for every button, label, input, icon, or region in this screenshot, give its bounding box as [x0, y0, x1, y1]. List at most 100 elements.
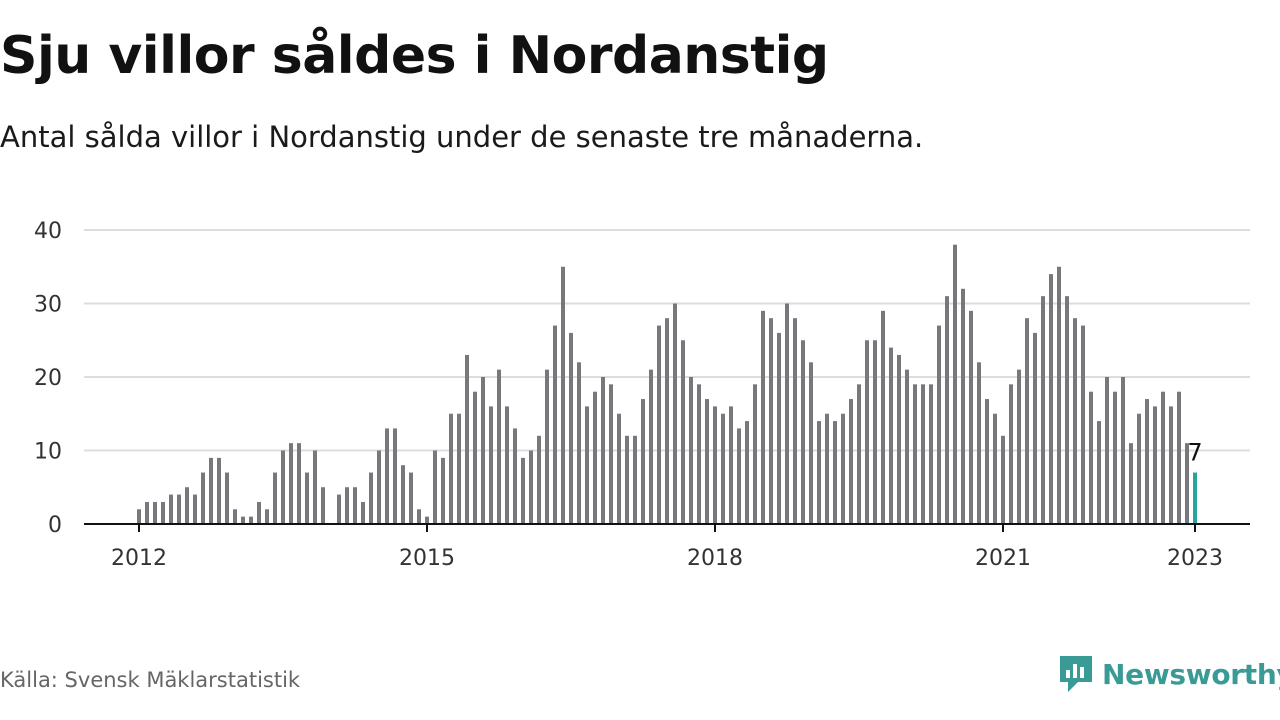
bar: [385, 428, 389, 524]
bar: [249, 516, 253, 524]
bar: [145, 501, 149, 524]
bar: [241, 516, 245, 524]
bar: [1105, 377, 1109, 524]
bar: [697, 384, 701, 524]
bar: [601, 377, 605, 524]
bar: [657, 325, 661, 524]
bar-chart: 0 10 20 30 40 2012 2015 2018 2021 2023 7: [34, 219, 1250, 571]
bar: [1145, 399, 1149, 524]
bar: [825, 413, 829, 524]
bar: [457, 413, 461, 524]
bar: [569, 332, 573, 524]
bar: [1129, 443, 1133, 524]
bar: [649, 369, 653, 524]
bar: [1025, 318, 1029, 524]
bar: [1089, 391, 1093, 524]
bar: [561, 266, 565, 524]
bar: [417, 509, 421, 524]
bar: [961, 288, 965, 524]
bar: [353, 487, 357, 524]
bar: [929, 384, 933, 524]
bar: [497, 369, 501, 524]
brand-name: Newsworthy: [1102, 657, 1280, 691]
bar: [1177, 391, 1181, 524]
y-tick-label: 40: [34, 219, 62, 244]
bar: [1073, 318, 1077, 524]
bar: [545, 369, 549, 524]
bar: [1113, 391, 1117, 524]
bar: [809, 362, 813, 524]
x-tick-label: 2012: [111, 546, 167, 571]
source-note: Källa: Svensk Mäklarstatistik: [0, 668, 301, 692]
bar: [409, 472, 413, 524]
x-tick-label: 2018: [687, 546, 743, 571]
bar: [785, 303, 789, 524]
bar: [801, 340, 805, 524]
bar: [617, 413, 621, 524]
newsworthy-logo: Newsworthy: [1058, 654, 1280, 694]
bar: [201, 472, 205, 524]
newsworthy-logo-icon: [1060, 656, 1092, 692]
bar: [577, 362, 581, 524]
bar: [345, 487, 349, 524]
bar: [1081, 325, 1085, 524]
bar: [337, 494, 341, 524]
bar: [841, 413, 845, 524]
bar: [721, 413, 725, 524]
bar: [297, 443, 301, 524]
bar: [689, 377, 693, 524]
bar: [769, 318, 773, 524]
bar: [1041, 296, 1045, 524]
bar: [1153, 406, 1157, 524]
x-tick-label: 2023: [1167, 546, 1223, 571]
bar: [401, 465, 405, 524]
x-tick-label: 2021: [975, 546, 1031, 571]
bars: [137, 244, 1197, 524]
bar: [817, 421, 821, 524]
y-tick-label: 10: [34, 440, 62, 465]
bar: [905, 369, 909, 524]
bar: [185, 487, 189, 524]
bar: [969, 310, 973, 524]
bar: [233, 509, 237, 524]
bar: [609, 384, 613, 524]
bar: [641, 399, 645, 524]
bar: [897, 354, 901, 524]
bar: [529, 450, 533, 524]
bar: [489, 406, 493, 524]
bar: [1057, 266, 1061, 524]
bar: [449, 413, 453, 524]
bar: [1137, 413, 1141, 524]
bar: [481, 377, 485, 524]
bar: [1065, 296, 1069, 524]
bar: [1161, 391, 1165, 524]
bar: [993, 413, 997, 524]
bar: [585, 406, 589, 524]
bar: [1033, 332, 1037, 524]
x-tick-label: 2015: [399, 546, 455, 571]
bar: [537, 435, 541, 524]
bar: [465, 354, 469, 524]
bar: [361, 501, 365, 524]
bar: [713, 406, 717, 524]
bar: [257, 501, 261, 524]
bar: [217, 457, 221, 524]
bar: [305, 472, 309, 524]
chart-subtitle: Antal sålda villor i Nordanstig under de…: [0, 120, 924, 154]
bar: [921, 384, 925, 524]
bar: [377, 450, 381, 524]
bar: [937, 325, 941, 524]
bar: [169, 494, 173, 524]
bar: [553, 325, 557, 524]
bar: [473, 391, 477, 524]
bar: [593, 391, 597, 524]
chart-title: Sju villor såldes i Nordanstig: [0, 26, 829, 86]
bar: [193, 494, 197, 524]
bar: [289, 443, 293, 524]
bar: [433, 450, 437, 524]
bar: [857, 384, 861, 524]
bar: [1017, 369, 1021, 524]
y-tick-label: 0: [48, 513, 62, 538]
bar: [977, 362, 981, 524]
bar: [777, 332, 781, 524]
